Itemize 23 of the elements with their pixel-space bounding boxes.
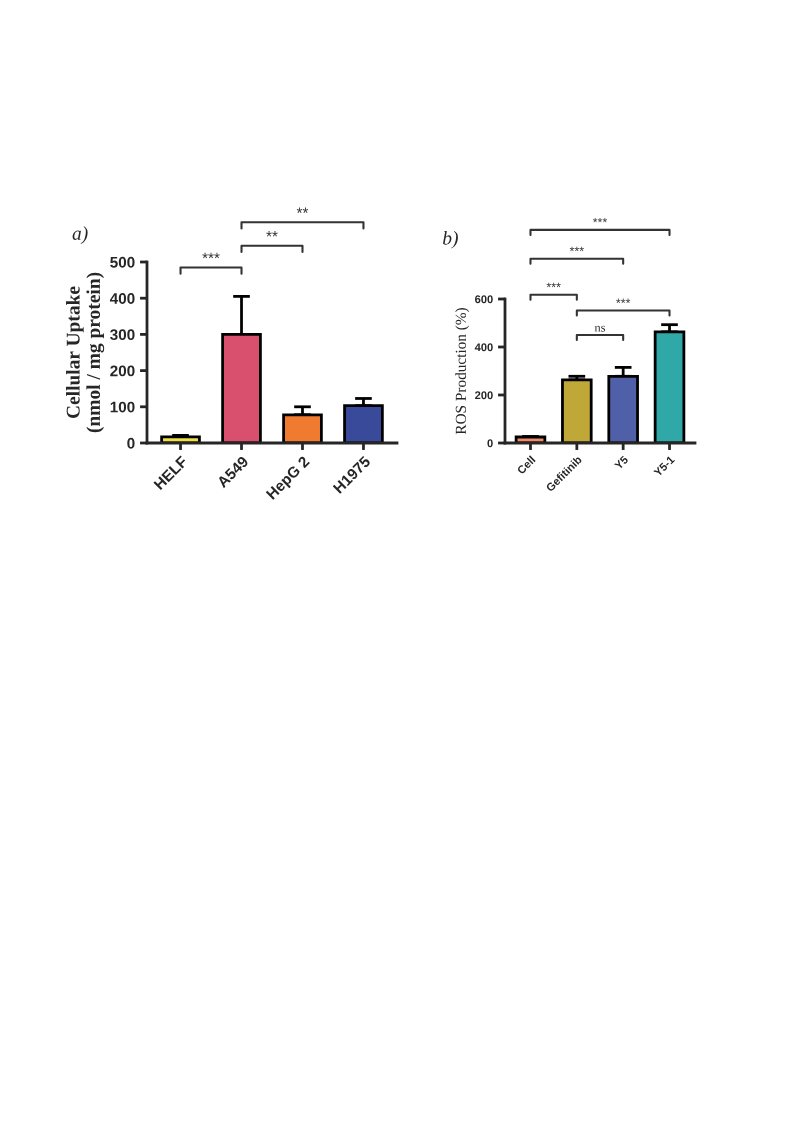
text: ** (266, 231, 278, 237)
y-tick-label: 300 (110, 329, 135, 341)
y-axis-title: Cellular Uptake (nmol / mg protein) (66, 272, 105, 433)
text: ** (296, 207, 309, 213)
y-tick-label: 200 (475, 391, 493, 400)
y-axis-title: ROS Production (%) (455, 308, 470, 435)
chart-title: b) (443, 230, 458, 249)
y-tick-label: 400 (109, 293, 135, 304)
y-tick-label: 0 (127, 437, 135, 449)
text: *** (592, 217, 608, 223)
text: *** (546, 282, 561, 288)
y-tick-label: 400 (474, 343, 493, 352)
y-tick-label: 0 (487, 439, 493, 448)
text: *** (569, 246, 584, 252)
annotation: *** (616, 298, 631, 303)
annotation: ns (594, 325, 606, 332)
y-tick-label: 100 (110, 401, 135, 413)
text: *** (202, 252, 220, 259)
y-tick-label: 200 (110, 365, 135, 377)
x-tick-label: Y5 (613, 455, 629, 471)
y-tick-label: 600 (475, 295, 493, 304)
chart-title: a) (72, 226, 88, 244)
y-tick-label: 500 (110, 256, 135, 268)
